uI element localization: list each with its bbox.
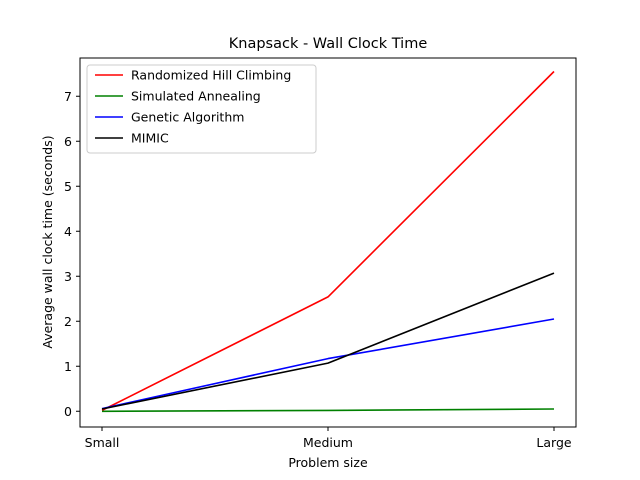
y-tick-label: 0 <box>64 404 72 419</box>
legend: Randomized Hill Climbing Simulated Anneal… <box>86 64 317 154</box>
legend-label-mimic: MIMIC <box>131 131 169 146</box>
y-axis: 0 1 2 3 4 5 6 7 <box>64 89 80 419</box>
y-tick-label: 7 <box>64 89 72 104</box>
x-tick-label: Large <box>536 435 571 450</box>
series-line-randomized-hill-climbing <box>101 70 555 412</box>
y-tick-label: 2 <box>64 314 72 329</box>
x-tick-label: Small <box>85 435 120 450</box>
y-tick-label: 6 <box>64 134 72 149</box>
chart-title: Knapsack - Wall Clock Time <box>229 36 428 52</box>
series-line-genetic-algorithm <box>101 318 555 410</box>
series-layer <box>101 70 555 413</box>
y-tick-label: 3 <box>64 269 72 284</box>
x-axis-label: Problem size <box>288 455 368 470</box>
series-line-simulated-annealing <box>101 408 555 413</box>
x-tick-label: Medium <box>303 435 353 450</box>
y-tick-label: 4 <box>64 224 72 239</box>
legend-label-simulated-annealing: Simulated Annealing <box>131 89 261 104</box>
series-line-mimic <box>101 272 555 410</box>
y-tick-label: 5 <box>64 179 72 194</box>
x-axis: Small Medium Large <box>85 427 572 450</box>
y-axis-label: Average wall clock time (seconds) <box>40 135 55 348</box>
legend-box <box>86 64 317 154</box>
y-tick-label: 1 <box>64 359 72 374</box>
legend-label-genetic-algorithm: Genetic Algorithm <box>131 110 244 125</box>
legend-label-randomized-hill-climbing: Randomized Hill Climbing <box>131 68 291 83</box>
